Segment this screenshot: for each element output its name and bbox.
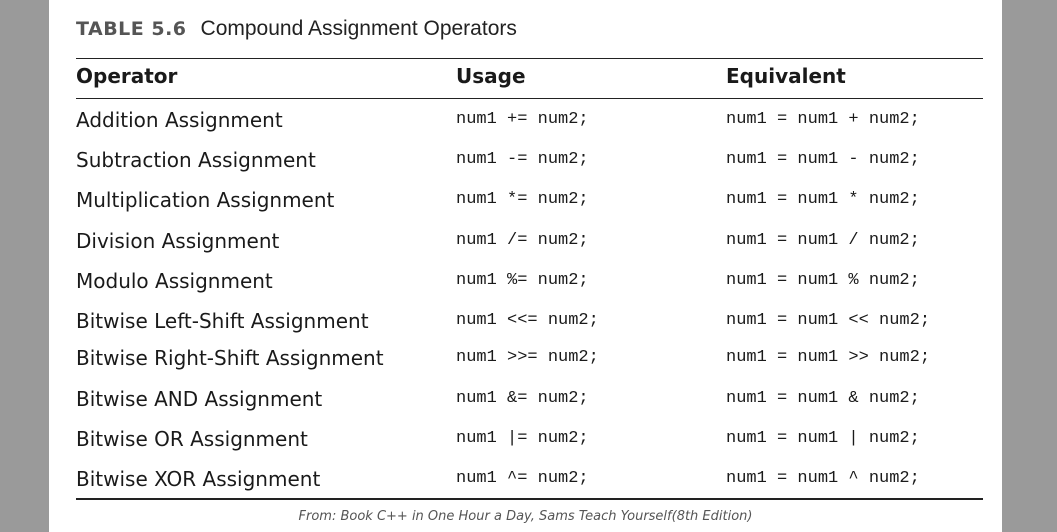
table-top-rule (76, 58, 983, 59)
equivalent-cell: num1 = num1 / num2; (726, 231, 920, 250)
table-row: Bitwise OR Assignment num1 |= num2; num1 =… (49, 419, 1002, 459)
equivalent-cell: num1 = num1 << num2; (726, 311, 931, 330)
table-row: Subtraction Assignment num1 -= num2; num1 … (49, 140, 1002, 180)
usage-cell: num1 -= num2; (456, 150, 589, 169)
document-page: TABLE 5.6 Compound Assignment Operators O… (49, 0, 1002, 532)
usage-cell: num1 ^= num2; (456, 469, 589, 488)
operator-cell: Division Assignment (76, 229, 280, 253)
operator-cell: Bitwise OR Assignment (76, 427, 308, 451)
column-header-usage: Usage (456, 64, 526, 88)
equivalent-cell: num1 = num1 | num2; (726, 429, 920, 448)
operator-cell: Addition Assignment (76, 108, 283, 132)
operator-cell: Modulo Assignment (76, 269, 273, 293)
equivalent-cell: num1 = num1 & num2; (726, 389, 920, 408)
table-caption: TABLE 5.6 Compound Assignment Operators (76, 17, 517, 41)
usage-cell: num1 >>= num2; (456, 348, 599, 367)
header-rule (76, 98, 983, 99)
table-row: Division Assignment num1 /= num2; num1 = n… (49, 221, 1002, 261)
source-note: From: Book C++ in One Hour a Day, Sams T… (298, 509, 753, 524)
usage-cell: num1 += num2; (456, 110, 589, 129)
table-title: Compound Assignment Operators (200, 17, 517, 40)
table-row: Bitwise Left-Shift Assignment num1 <<= nu… (49, 301, 1002, 341)
table-row: Bitwise XOR Assignment num1 ^= num2; num1 … (49, 459, 1002, 499)
column-header-equivalent: Equivalent (726, 64, 846, 88)
usage-cell: num1 <<= num2; (456, 311, 599, 330)
operator-cell: Multiplication Assignment (76, 188, 335, 212)
table-row: Multiplication Assignment num1 *= num2; nu… (49, 180, 1002, 220)
equivalent-cell: num1 = num1 * num2; (726, 190, 920, 209)
table-row: Bitwise AND Assignment num1 &= num2; num1 … (49, 379, 1002, 419)
operator-cell: Bitwise XOR Assignment (76, 467, 321, 491)
table-row: Bitwise Right-Shift Assignment num1 >>= n… (49, 338, 1002, 378)
equivalent-cell: num1 = num1 + num2; (726, 110, 920, 129)
table-bottom-rule (76, 498, 983, 500)
usage-cell: num1 /= num2; (456, 231, 589, 250)
usage-cell: num1 *= num2; (456, 190, 589, 209)
table-row: Addition Assignment num1 += num2; num1 = n… (49, 100, 1002, 140)
usage-cell: num1 %= num2; (456, 271, 589, 290)
equivalent-cell: num1 = num1 - num2; (726, 150, 920, 169)
equivalent-cell: num1 = num1 >> num2; (726, 348, 931, 367)
equivalent-cell: num1 = num1 ^ num2; (726, 469, 920, 488)
operator-cell: Bitwise Right-Shift Assignment (76, 346, 384, 370)
table-number: TABLE 5.6 (76, 18, 187, 40)
operator-cell: Bitwise Left-Shift Assignment (76, 309, 369, 333)
equivalent-cell: num1 = num1 % num2; (726, 271, 920, 290)
usage-cell: num1 |= num2; (456, 429, 589, 448)
operator-cell: Subtraction Assignment (76, 148, 316, 172)
usage-cell: num1 &= num2; (456, 389, 589, 408)
operator-cell: Bitwise AND Assignment (76, 387, 323, 411)
table-row: Modulo Assignment num1 %= num2; num1 = num… (49, 261, 1002, 301)
column-header-operator: Operator (76, 64, 178, 88)
